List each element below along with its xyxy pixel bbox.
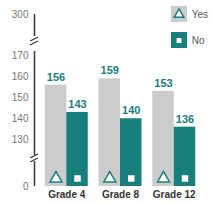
svg-text:0: 0 (23, 181, 29, 192)
svg-text:153: 153 (154, 77, 172, 89)
svg-text:Grade 4: Grade 4 (48, 189, 86, 200)
html-text:No: No (191, 34, 205, 46)
svg-text:136: 136 (176, 113, 194, 125)
svg-text:130: 130 (12, 134, 29, 145)
svg-text:170: 170 (12, 50, 29, 61)
svg-text:140: 140 (122, 104, 140, 116)
svg-text:140: 140 (12, 113, 29, 124)
svg-text:156: 156 (47, 71, 65, 83)
svg-text:160: 160 (12, 71, 29, 82)
html-text:Yes: Yes (191, 8, 208, 20)
svg-text:143: 143 (68, 98, 86, 110)
svg-text:159: 159 (101, 64, 119, 76)
svg-text:150: 150 (12, 92, 29, 103)
svg-text:Grade 12: Grade 12 (153, 189, 196, 200)
svg-text:Grade 8: Grade 8 (102, 189, 140, 200)
svg-text:300: 300 (12, 9, 29, 20)
